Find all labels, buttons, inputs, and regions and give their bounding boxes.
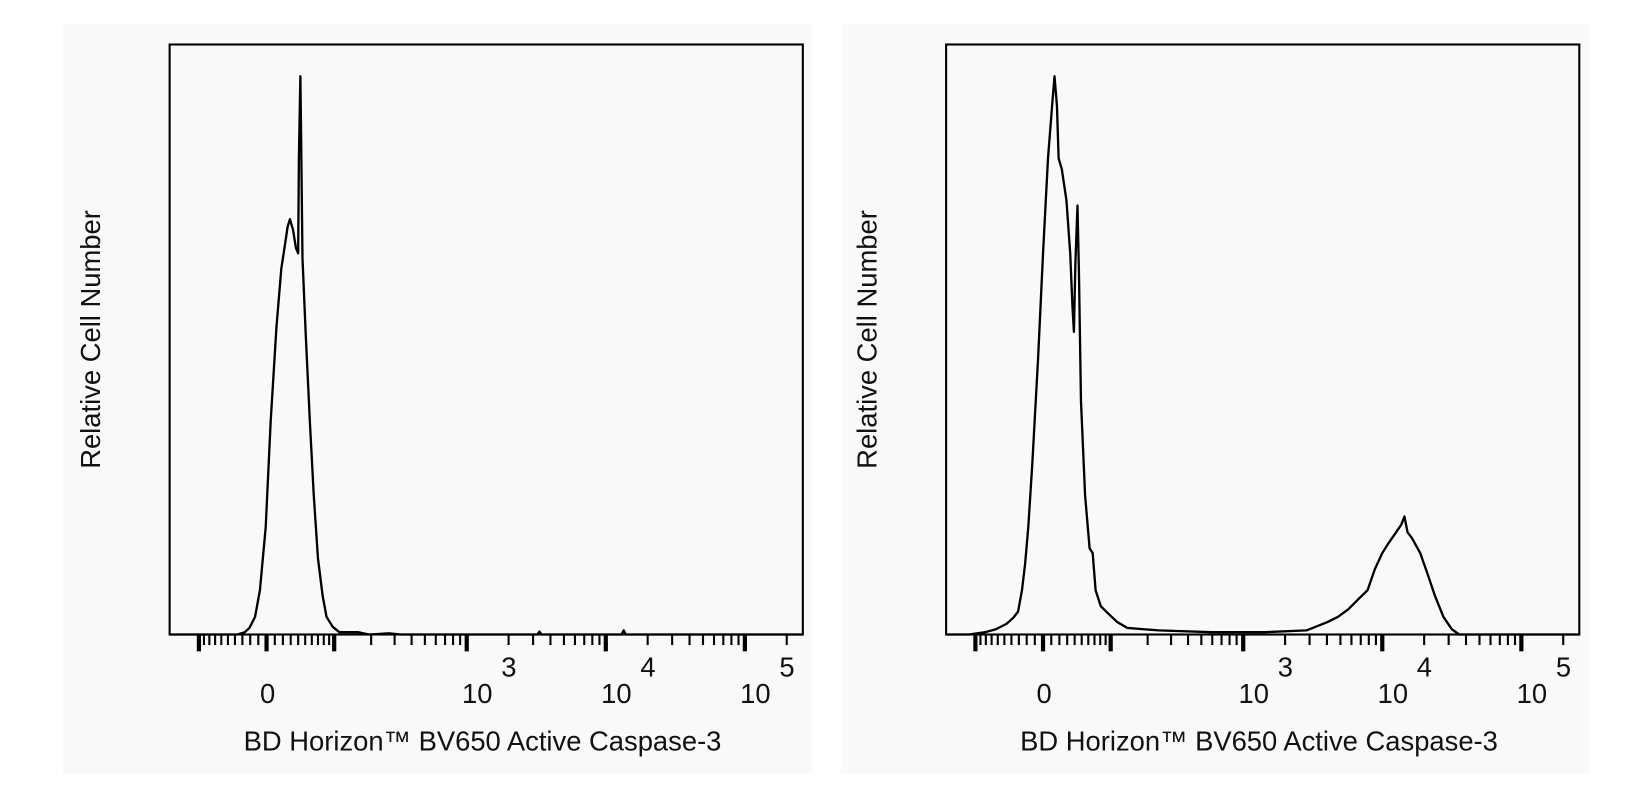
x-tick-label-exponent: 5 — [779, 652, 794, 683]
y-axis-label: Relative Cell Number — [75, 210, 106, 469]
x-axis-label: BD Horizon™ BV650 Active Caspase-3 — [244, 725, 722, 756]
x-tick-label-base: 10 — [601, 678, 631, 709]
x-axis-label: BD Horizon™ BV650 Active Caspase-3 — [1020, 725, 1498, 756]
x-axis-ticks — [973, 634, 1565, 652]
x-tick-label: 0 — [260, 678, 275, 709]
x-tick-label-base: 10 — [1239, 678, 1269, 709]
x-tick-label: 10 5 — [1517, 652, 1571, 709]
x-tick-label: 0 — [1036, 678, 1051, 709]
histogram-panel-left: 0 10 3 10 4 10 5 BD Horizon™ BV650 Active Caspa… — [63, 24, 813, 774]
x-tick-label-base: 10 — [1517, 678, 1547, 709]
x-tick-label-base: 10 — [1378, 678, 1408, 709]
histogram-curve — [946, 75, 1580, 636]
plot-area — [945, 43, 1581, 636]
x-tick-label-base: 10 — [740, 678, 770, 709]
x-tick-label-exponent: 4 — [1417, 652, 1432, 683]
x-axis-ticks — [196, 634, 788, 652]
x-tick-label: 10 5 — [740, 652, 794, 709]
x-tick-label-exponent: 4 — [640, 652, 655, 683]
y-axis-label: Relative Cell Number — [852, 210, 883, 469]
x-tick-label-base: 10 — [462, 678, 492, 709]
x-tick-label-exponent: 3 — [1278, 652, 1293, 683]
x-tick-label: 10 4 — [1378, 652, 1432, 709]
x-tick-label: 10 3 — [462, 652, 516, 709]
histogram-panel-right: 0 10 3 10 4 10 5 BD Horizon™ BV650 Active Caspa… — [840, 24, 1590, 774]
x-tick-label-base: 0 — [260, 678, 275, 709]
x-tick-label: 10 4 — [601, 652, 655, 709]
x-tick-label-base: 0 — [1036, 678, 1051, 709]
histogram-curve — [169, 75, 803, 636]
x-tick-label-exponent: 3 — [501, 652, 516, 683]
x-tick-label: 10 3 — [1239, 652, 1293, 709]
x-tick-label-exponent: 5 — [1556, 652, 1571, 683]
